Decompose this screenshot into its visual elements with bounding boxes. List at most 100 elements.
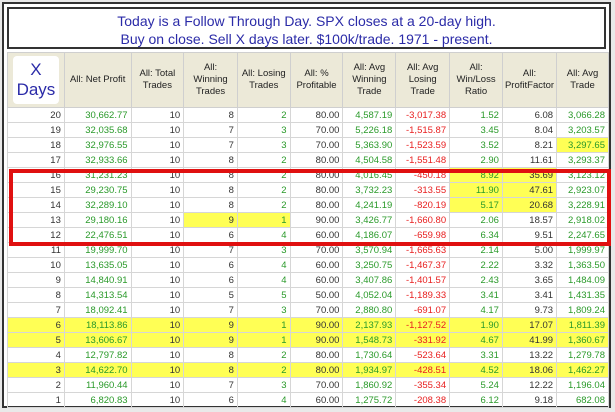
column-header[interactable]: All: Total Trades — [130, 52, 185, 108]
table-cell: 4,587.19 — [342, 107, 397, 123]
table-cell: 3 — [236, 302, 291, 318]
table-row[interactable]: 3 14,622.70 10 8 2 80.00 1,934.97 -428.51 4.52 18… — [7, 362, 609, 378]
table-cell: 4.67 — [449, 332, 503, 348]
table-cell: 5 — [236, 287, 291, 303]
table-cell: 14 — [7, 197, 65, 213]
table-cell: 3,570.94 — [342, 242, 397, 258]
table-cell: -428.51 — [395, 362, 451, 378]
column-header[interactable]: All: Avg Losing Trade — [395, 52, 451, 108]
table-cell: 3.32 — [501, 257, 558, 273]
table-cell: 3.41 — [449, 287, 503, 303]
table-cell: 1 — [236, 332, 291, 348]
table-cell: 8 — [7, 287, 65, 303]
table-cell: 13,606.67 — [63, 332, 132, 348]
table-cell: 80.00 — [289, 182, 344, 198]
table-cell: 2,918.02 — [556, 212, 609, 228]
table-cell: 7 — [183, 377, 238, 393]
table-row[interactable]: 1 6,820.83 10 6 4 60.00 1,275.72 -208.38 6.12 9.1… — [7, 392, 609, 408]
table-cell: 5.00 — [501, 242, 558, 258]
column-header[interactable]: All: Net Profit — [63, 52, 132, 108]
table-cell: 7 — [183, 302, 238, 318]
table-row[interactable]: 15 29,230.75 10 8 2 80.00 3,732.23 -313.55 11.90… — [7, 182, 609, 198]
table-row[interactable]: 8 14,313.54 10 5 5 50.00 4,052.04 -1,189.33 3.41… — [7, 287, 609, 303]
table-cell: 10 — [130, 362, 185, 378]
table-cell: 2 — [236, 347, 291, 363]
table-cell: 2.22 — [449, 257, 503, 273]
table-cell: 20 — [7, 107, 65, 123]
column-header[interactable]: All: Losing Trades — [236, 52, 291, 108]
table-cell: 3 — [236, 137, 291, 153]
table-row[interactable]: 5 13,606.67 10 9 1 90.00 1,548.73 -331.92 4.67 41… — [7, 332, 609, 348]
table-cell: 10 — [130, 227, 185, 243]
table-cell: 6 — [7, 317, 65, 333]
table-cell: -659.98 — [395, 227, 451, 243]
table-cell: 3.65 — [501, 272, 558, 288]
table-cell: 10 — [130, 212, 185, 228]
table-row[interactable]: 20 30,662.77 10 8 2 80.00 4,587.19 -3,017.38 1.5… — [7, 107, 609, 123]
table-cell: 2 — [236, 197, 291, 213]
table-cell: 3.41 — [501, 287, 558, 303]
table-cell: 60.00 — [289, 257, 344, 273]
table-cell: 1,730.64 — [342, 347, 397, 363]
table-cell: 15 — [7, 182, 65, 198]
table-row[interactable]: 18 32,976.55 10 7 3 70.00 5,363.90 -1,523.59 3.5… — [7, 137, 609, 153]
table-row[interactable]: 6 18,113.86 10 9 1 90.00 2,137.93 -1,127.52 1.90… — [7, 317, 609, 333]
table-row[interactable]: 4 12,797.82 10 8 2 80.00 1,730.64 -523.64 3.31 13… — [7, 347, 609, 363]
table-cell: 17.07 — [501, 317, 558, 333]
table-cell: 9 — [183, 212, 238, 228]
column-header[interactable]: All: Win/Loss Ratio — [449, 52, 503, 108]
table-row[interactable]: 2 11,960.44 10 7 3 70.00 1,860.92 -355.34 5.24 12… — [7, 377, 609, 393]
column-header[interactable]: All: Winning Trades — [183, 52, 238, 108]
table-cell: 10 — [130, 167, 185, 183]
table-cell: 10 — [130, 152, 185, 168]
table-cell: 2 — [236, 167, 291, 183]
table-row[interactable]: 7 18,092.41 10 7 3 70.00 2,880.80 -691.07 4.17 9.… — [7, 302, 609, 318]
table-cell: 9.51 — [501, 227, 558, 243]
table-cell: 13 — [7, 212, 65, 228]
column-header[interactable]: All: Avg Winning Trade — [342, 52, 397, 108]
table-cell: 7 — [7, 302, 65, 318]
title-line-2: Buy on close. Sell X days later. $100k/t… — [120, 31, 493, 47]
table-cell: 90.00 — [289, 332, 344, 348]
table-cell: 3 — [236, 122, 291, 138]
table-cell: 11 — [7, 242, 65, 258]
table-row[interactable]: 16 31,231.23 10 8 2 80.00 4,016.45 -450.18 8.92 3… — [7, 167, 609, 183]
table-cell: 4.52 — [449, 362, 503, 378]
table-row[interactable]: 17 32,933.66 10 8 2 80.00 4,504.58 -1,551.48 2.9… — [7, 152, 609, 168]
table-cell: 12,797.82 — [63, 347, 132, 363]
table-cell: 80.00 — [289, 152, 344, 168]
table-cell: 80.00 — [289, 347, 344, 363]
table-cell: 8 — [183, 347, 238, 363]
table-row[interactable]: 11 19,999.70 10 7 3 70.00 3,570.94 -1,665.63 2.1… — [7, 242, 609, 258]
table-row[interactable]: 9 14,840.91 10 6 4 60.00 3,407.86 -1,401.57 2.43… — [7, 272, 609, 288]
column-header[interactable]: All: ProfitFactor — [501, 52, 558, 108]
table-row[interactable]: 12 22,476.51 10 6 4 60.00 4,186.07 -659.98 6.34 9… — [7, 227, 609, 243]
table-row[interactable]: 14 32,289.10 10 8 2 80.00 4,241.19 -820.19 5.17 2… — [7, 197, 609, 213]
table-row[interactable]: 10 13,635.05 10 6 4 60.00 3,250.75 -1,467.37 2.2… — [7, 257, 609, 273]
table-cell: 11.90 — [449, 182, 503, 198]
column-header[interactable]: All: % Profitable — [289, 52, 344, 108]
column-header[interactable]: X Days — [7, 52, 65, 108]
table-cell: 1,279.78 — [556, 347, 609, 363]
table-cell: 90.00 — [289, 317, 344, 333]
table-row[interactable]: 19 32,035.68 10 7 3 70.00 5,226.18 -1,515.87 3.4… — [7, 122, 609, 138]
table-cell: 9.18 — [501, 392, 558, 408]
table-cell: 32,933.66 — [63, 152, 132, 168]
table-row[interactable]: 13 29,180.16 10 9 1 90.00 3,426.77 -1,660.80 2.0… — [7, 212, 609, 228]
table-cell: 9 — [183, 332, 238, 348]
table-cell: 8.21 — [501, 137, 558, 153]
table-cell: 10 — [130, 287, 185, 303]
table-cell: 18.57 — [501, 212, 558, 228]
table-cell: -1,660.80 — [395, 212, 451, 228]
column-header[interactable]: All: Avg Trade — [556, 52, 609, 108]
table-cell: 14,622.70 — [63, 362, 132, 378]
table-cell: 12 — [7, 227, 65, 243]
table-cell: 2.43 — [449, 272, 503, 288]
table-cell: 4,504.58 — [342, 152, 397, 168]
table-cell: 3.52 — [449, 137, 503, 153]
table-cell: 4,241.19 — [342, 197, 397, 213]
table-cell: 18 — [7, 137, 65, 153]
table-cell: 8 — [183, 182, 238, 198]
table-cell: 9.73 — [501, 302, 558, 318]
table-cell: 30,662.77 — [63, 107, 132, 123]
